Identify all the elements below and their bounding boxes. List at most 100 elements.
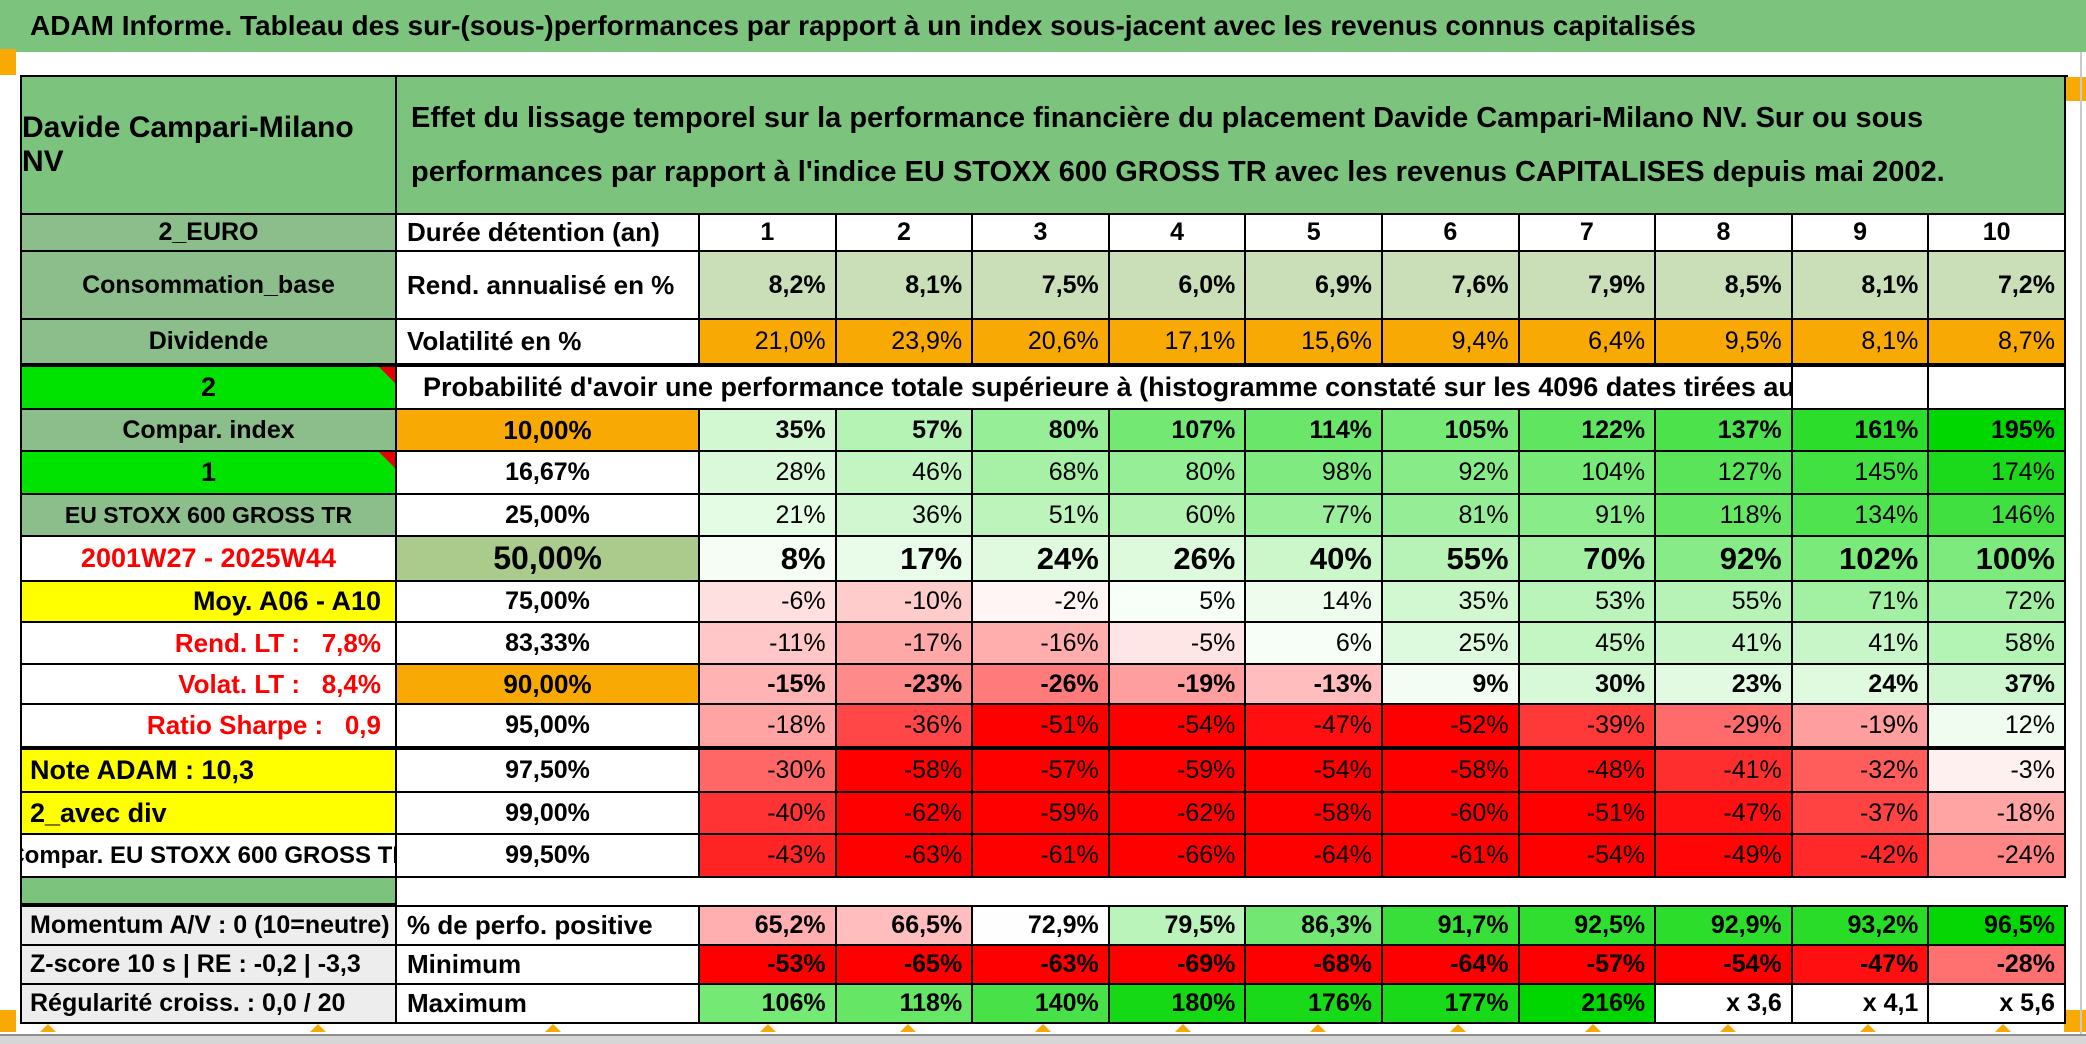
value-cell[interactable]: 5% [1109,582,1247,623]
value-cell[interactable]: 9,4% [1382,320,1520,367]
value-cell[interactable]: 21% [700,495,837,537]
row-label[interactable]: Compar. index [22,410,397,452]
row-subheader[interactable]: % de perfo. positive [397,907,700,946]
value-cell[interactable]: -5% [1109,623,1247,665]
value-cell[interactable]: 23% [1656,665,1793,705]
value-cell[interactable]: -24% [1929,835,2066,878]
value-cell[interactable]: -3% [1929,750,2066,793]
value-cell[interactable]: 96,5% [1929,907,2066,946]
value-cell[interactable]: -60% [1382,793,1520,835]
value-cell[interactable]: 92% [1656,537,1793,582]
value-cell[interactable]: 24% [973,537,1110,582]
value-cell[interactable]: 8 [1656,215,1793,252]
row-subheader[interactable]: 75,00% [397,582,700,623]
value-cell[interactable]: 57% [836,410,974,452]
value-cell[interactable]: -43% [700,835,837,878]
value-cell[interactable]: 45% [1519,623,1657,665]
row-label[interactable]: Rend. LT : 7,8% [22,623,397,665]
value-cell[interactable]: 216% [1519,985,1657,1024]
row-subheader[interactable]: 97,50% [397,750,700,793]
value-cell[interactable]: -51% [1519,793,1657,835]
value-cell[interactable]: 72% [1929,582,2066,623]
value-cell[interactable]: 40% [1246,537,1383,582]
value-cell[interactable]: 26% [1109,537,1247,582]
value-cell[interactable]: 8,2% [700,252,837,320]
value-cell[interactable]: -26% [973,665,1110,705]
value-cell[interactable]: 8,1% [836,252,974,320]
value-cell[interactable]: -53% [700,946,837,985]
value-cell[interactable]: 98% [1246,452,1383,495]
value-cell[interactable]: -62% [1109,793,1247,835]
value-cell[interactable]: 9 [1792,215,1930,252]
value-cell[interactable]: 35% [1382,582,1520,623]
value-cell[interactable]: -58% [1382,750,1520,793]
row-subheader[interactable]: 10,00% [397,410,700,452]
value-cell[interactable]: -54% [1109,705,1247,750]
value-cell[interactable]: 5 [1246,215,1383,252]
value-cell[interactable]: 10 [1929,215,2066,252]
value-cell[interactable]: 177% [1382,985,1520,1024]
row-subheader[interactable]: Maximum [397,985,700,1024]
value-cell[interactable]: 12% [1929,705,2066,750]
value-cell[interactable]: 77% [1246,495,1383,537]
value-cell[interactable]: -13% [1246,665,1383,705]
value-cell[interactable]: -62% [836,793,974,835]
row-subheader[interactable]: Rend. annualisé en % [397,252,700,320]
value-cell[interactable]: -54% [1519,835,1657,878]
value-cell[interactable]: 8% [700,537,837,582]
value-cell[interactable]: -16% [973,623,1110,665]
row-subheader[interactable]: 90,00% [397,665,700,705]
value-cell[interactable]: 9,5% [1656,320,1793,367]
value-cell[interactable]: 2 [836,215,974,252]
value-cell[interactable]: 8,1% [1792,252,1930,320]
value-cell[interactable]: -15% [700,665,837,705]
value-cell[interactable]: -54% [1656,946,1793,985]
value-cell[interactable]: x 5,6 [1929,985,2066,1024]
value-cell[interactable]: 28% [700,452,837,495]
value-cell[interactable]: 145% [1792,452,1930,495]
value-cell[interactable]: 7,2% [1929,252,2066,320]
value-cell[interactable]: -32% [1792,750,1930,793]
value-cell[interactable]: 134% [1792,495,1930,537]
value-cell[interactable]: -36% [836,705,974,750]
value-cell[interactable]: x 4,1 [1792,985,1930,1024]
value-cell[interactable]: 92% [1382,452,1520,495]
probability-banner[interactable]: Probabilité d'avoir une performance tota… [397,367,1793,410]
value-cell[interactable]: 7,5% [973,252,1110,320]
value-cell[interactable]: -11% [700,623,837,665]
value-cell[interactable]: -68% [1246,946,1383,985]
value-cell[interactable]: 70% [1519,537,1657,582]
value-cell[interactable]: 7,9% [1519,252,1657,320]
value-cell[interactable]: -58% [1246,793,1383,835]
row-subheader[interactable]: 99,50% [397,835,700,878]
row-subheader[interactable]: 25,00% [397,495,700,537]
value-cell[interactable]: 1 [700,215,837,252]
value-cell[interactable]: 71% [1792,582,1930,623]
value-cell[interactable]: 104% [1519,452,1657,495]
value-cell[interactable]: 91,7% [1382,907,1520,946]
row-label[interactable]: Volat. LT : 8,4% [22,665,397,705]
empty-cell[interactable] [1929,367,2066,410]
value-cell[interactable]: -69% [1109,946,1247,985]
value-cell[interactable]: -49% [1656,835,1793,878]
value-cell[interactable]: -59% [1109,750,1247,793]
value-cell[interactable]: -47% [1246,705,1383,750]
value-cell[interactable]: 6% [1246,623,1383,665]
value-cell[interactable]: 65,2% [700,907,837,946]
value-cell[interactable]: 51% [973,495,1110,537]
value-cell[interactable]: -48% [1519,750,1657,793]
value-cell[interactable]: 66,5% [836,907,974,946]
value-cell[interactable]: 8,1% [1792,320,1930,367]
value-cell[interactable]: 3 [973,215,1110,252]
value-cell[interactable]: -28% [1929,946,2066,985]
value-cell[interactable]: 176% [1246,985,1383,1024]
value-cell[interactable]: -30% [700,750,837,793]
value-cell[interactable]: 30% [1519,665,1657,705]
value-cell[interactable]: 174% [1929,452,2066,495]
value-cell[interactable]: 107% [1109,410,1247,452]
value-cell[interactable]: 46% [836,452,974,495]
value-cell[interactable]: 6,9% [1246,252,1383,320]
value-cell[interactable]: 9% [1382,665,1520,705]
value-cell[interactable]: 6,4% [1519,320,1657,367]
value-cell[interactable]: 195% [1929,410,2066,452]
